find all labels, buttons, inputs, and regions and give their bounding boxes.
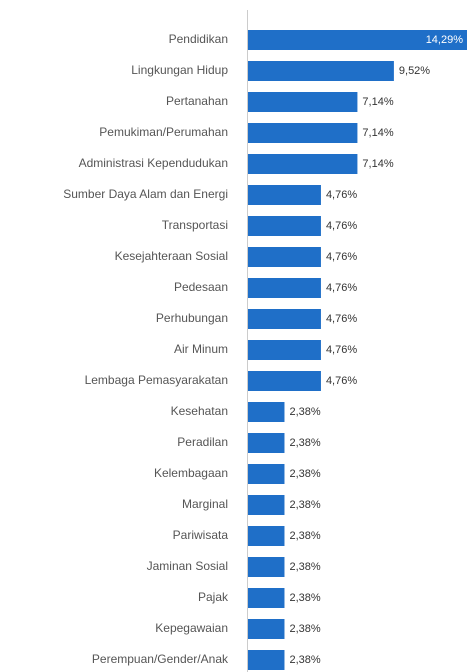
category-label: Perhubungan	[156, 311, 228, 325]
bar	[248, 30, 467, 50]
bar	[248, 433, 285, 453]
category-label: Lingkungan Hidup	[131, 63, 228, 77]
category-label: Air Minum	[174, 342, 228, 356]
value-label: 2,38%	[289, 592, 320, 604]
bar	[248, 92, 358, 112]
bar	[248, 123, 358, 143]
category-label: Pajak	[198, 590, 229, 604]
category-label: Marginal	[182, 497, 228, 511]
bar	[248, 154, 358, 174]
category-label: Sumber Daya Alam dan Energi	[63, 187, 228, 201]
value-label: 7,14%	[362, 96, 393, 108]
category-label: Pendidikan	[169, 32, 228, 46]
value-label: 14,29%	[426, 34, 464, 46]
value-label: 2,38%	[289, 468, 320, 480]
value-label: 4,76%	[326, 344, 357, 356]
bar	[248, 650, 285, 670]
value-label: 4,76%	[326, 313, 357, 325]
category-label: Kesejahteraan Sosial	[115, 249, 228, 263]
value-label: 2,38%	[289, 623, 320, 635]
category-label: Pemukiman/Perumahan	[99, 125, 228, 139]
value-label: 4,76%	[326, 375, 357, 387]
category-label: Kesehatan	[171, 404, 228, 418]
category-label: Administrasi Kependudukan	[79, 156, 228, 170]
bar	[248, 247, 321, 267]
category-label: Kelembagaan	[154, 466, 228, 480]
bar	[248, 309, 321, 329]
bar	[248, 588, 285, 608]
bar	[248, 495, 285, 515]
bar	[248, 619, 285, 639]
category-label: Pariwisata	[173, 528, 229, 542]
bar	[248, 340, 321, 360]
category-label: Jaminan Sosial	[147, 559, 228, 573]
bar	[248, 371, 321, 391]
category-label: Transportasi	[162, 218, 228, 232]
value-label: 4,76%	[326, 251, 357, 263]
value-label: 7,14%	[362, 158, 393, 170]
value-label: 4,76%	[326, 220, 357, 232]
value-label: 4,76%	[326, 282, 357, 294]
category-label: Lembaga Pemasyarakatan	[85, 373, 228, 387]
category-label: Kepegawaian	[155, 621, 228, 635]
bar	[248, 216, 321, 236]
value-label: 9,52%	[399, 65, 430, 77]
bar	[248, 464, 285, 484]
category-label: Perempuan/Gender/Anak	[92, 652, 229, 666]
category-label: Pedesaan	[174, 280, 228, 294]
value-label: 4,76%	[326, 189, 357, 201]
value-label: 2,38%	[289, 437, 320, 449]
category-label: Peradilan	[177, 435, 228, 449]
bar	[248, 402, 285, 422]
bar	[248, 278, 321, 298]
value-label: 2,38%	[289, 406, 320, 418]
value-label: 2,38%	[289, 530, 320, 542]
bar	[248, 185, 321, 205]
bar	[248, 526, 285, 546]
value-label: 2,38%	[289, 499, 320, 511]
bar	[248, 557, 285, 577]
value-label: 2,38%	[289, 654, 320, 666]
bar	[248, 61, 394, 81]
value-label: 7,14%	[362, 127, 393, 139]
category-label: Pertanahan	[166, 94, 228, 108]
value-label: 2,38%	[289, 561, 320, 573]
